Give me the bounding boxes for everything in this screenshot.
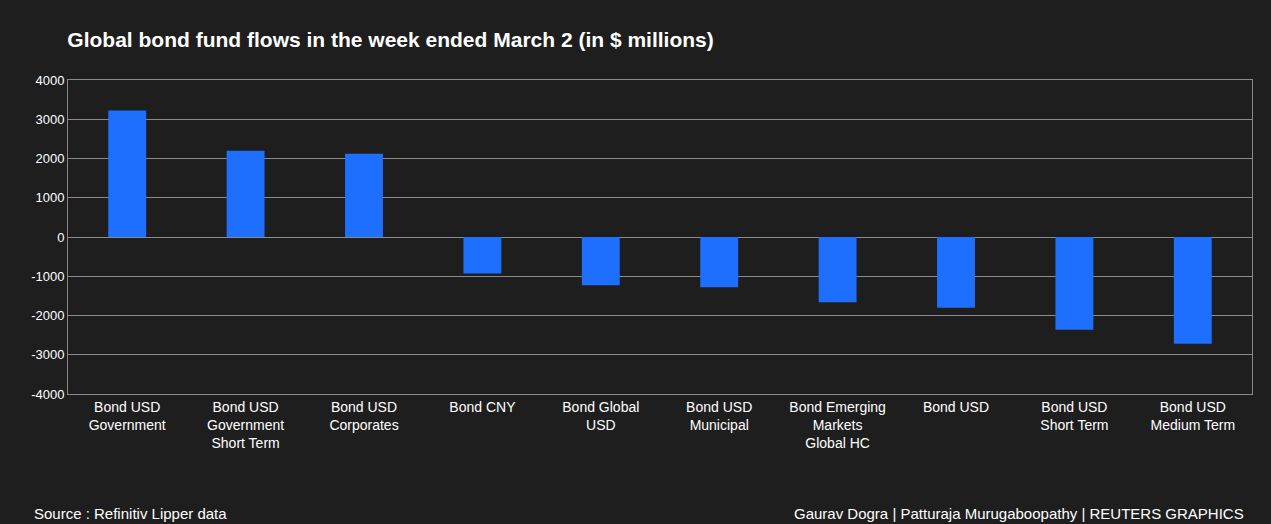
svg-text:4000: 4000 — [35, 73, 64, 88]
svg-text:Bond EmergingMarketsGlobal HC: Bond EmergingMarketsGlobal HC — [789, 399, 886, 451]
svg-text:Bond USDGovernmentShort Term: Bond USDGovernmentShort Term — [207, 399, 284, 451]
svg-text:1000: 1000 — [35, 190, 64, 205]
svg-text:Bond GlobalUSD: Bond GlobalUSD — [562, 399, 639, 433]
svg-text:Bond USDMedium Term: Bond USDMedium Term — [1151, 399, 1236, 433]
svg-text:Source : Refinitiv Lipper data: Source : Refinitiv Lipper data — [34, 505, 227, 522]
svg-text:Bond USD: Bond USD — [923, 399, 989, 415]
svg-text:-1000: -1000 — [31, 269, 64, 284]
svg-text:Bond USDMunicipal: Bond USDMunicipal — [686, 399, 752, 433]
svg-text:Bond USDGovernment: Bond USDGovernment — [89, 399, 166, 433]
svg-text:3000: 3000 — [35, 112, 64, 127]
svg-text:Global bond fund flows in the: Global bond fund flows in the week ended… — [67, 28, 713, 51]
svg-text:Bond USDShort Term: Bond USDShort Term — [1040, 399, 1108, 433]
svg-text:2000: 2000 — [35, 151, 64, 166]
svg-text:-4000: -4000 — [31, 387, 64, 402]
svg-text:Bond USDCorporates: Bond USDCorporates — [329, 399, 398, 433]
svg-text:Bond CNY: Bond CNY — [449, 399, 516, 415]
svg-text:Gaurav Dogra | Patturaja Murug: Gaurav Dogra | Patturaja Murugaboopathy … — [794, 505, 1244, 522]
svg-text:0: 0 — [57, 230, 64, 245]
svg-text:-3000: -3000 — [31, 347, 64, 362]
svg-text:-2000: -2000 — [31, 308, 64, 323]
